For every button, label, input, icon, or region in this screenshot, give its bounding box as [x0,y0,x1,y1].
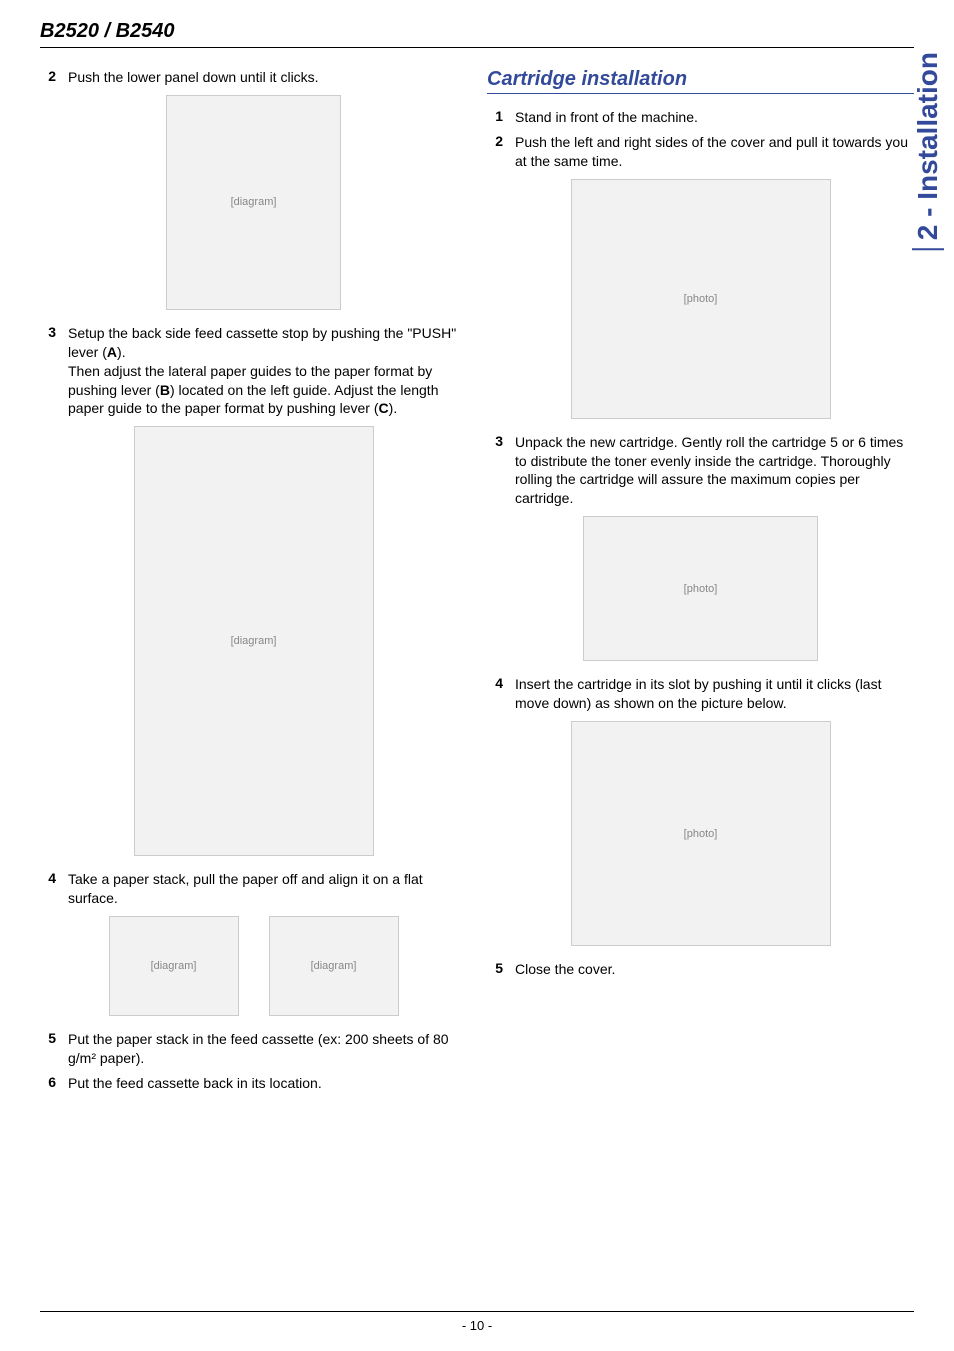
page: B2520 / B2540 2 - Installation 2 Push th… [0,0,954,1351]
step-r4: 4 Insert the cartridge in its slot by pu… [487,675,914,713]
step-text: Push the lower panel down until it click… [68,68,467,87]
lever-a: A [107,344,117,360]
right-column: Cartridge installation 1 Stand in front … [487,68,914,1099]
step-text: Close the cover. [515,960,914,979]
left-steps-cont: 3 Setup the back side feed cassette stop… [40,324,467,418]
figure-cassette-levers: [diagram] [40,426,467,856]
page-footer: - 10 - [40,1311,914,1333]
right-steps: 1 Stand in front of the machine. 2 Push … [487,108,914,171]
step-r2: 2 Push the left and right sides of the c… [487,133,914,171]
step-text: Put the feed cassette back in its locati… [68,1074,467,1093]
step-number: 1 [487,108,515,127]
step-text: Unpack the new cartridge. Gently roll th… [515,433,914,509]
figure-open-cover: [photo] [487,179,914,419]
step-6: 6 Put the feed cassette back in its loca… [40,1074,467,1093]
diagram-image: [diagram] [269,916,399,1016]
step-5: 5 Put the paper stack in the feed casset… [40,1030,467,1068]
figure-paper-stack: [diagram] [diagram] [40,916,467,1016]
step-r3: 3 Unpack the new cartridge. Gently roll … [487,433,914,509]
step-3: 3 Setup the back side feed cassette stop… [40,324,467,418]
diagram-image: [diagram] [109,916,239,1016]
figure-insert-cartridge: [photo] [487,721,914,946]
step-text: Push the left and right sides of the cov… [515,133,914,171]
step-r5: 5 Close the cover. [487,960,914,979]
text-frag: Setup the back side feed cassette stop b… [68,325,456,360]
step-number: 4 [40,870,68,908]
step-4: 4 Take a paper stack, pull the paper off… [40,870,467,908]
step-text: Setup the back side feed cassette stop b… [68,324,467,418]
left-steps: 2 Push the lower panel down until it cli… [40,68,467,87]
diagram-image: [diagram] [166,95,341,310]
step-text: Insert the cartridge in its slot by push… [515,675,914,713]
text-frag: ). [117,344,126,360]
step-number: 3 [487,433,515,509]
left-steps-cont3: 5 Put the paper stack in the feed casset… [40,1030,467,1093]
chapter-tab: 2 - Installation [912,48,944,250]
step-text: Stand in front of the machine. [515,108,914,127]
figure-lower-panel: [diagram] [40,95,467,310]
step-text: Put the paper stack in the feed cassette… [68,1030,467,1068]
step-2: 2 Push the lower panel down until it cli… [40,68,467,87]
photo-image: [photo] [571,179,831,419]
right-steps-4: 5 Close the cover. [487,960,914,979]
lever-c: C [379,400,389,416]
figure-roll-cartridge: [photo] [487,516,914,661]
step-number: 5 [487,960,515,979]
step-number: 6 [40,1074,68,1093]
step-number: 3 [40,324,68,418]
photo-image: [photo] [583,516,818,661]
diagram-image: [diagram] [134,426,374,856]
page-header: B2520 / B2540 [40,20,914,48]
photo-image: [photo] [571,721,831,946]
left-steps-cont2: 4 Take a paper stack, pull the paper off… [40,870,467,908]
step-number: 2 [40,68,68,87]
step-r1: 1 Stand in front of the machine. [487,108,914,127]
step-number: 5 [40,1030,68,1068]
right-steps-3: 4 Insert the cartridge in its slot by pu… [487,675,914,713]
step-number: 4 [487,675,515,713]
cartridge-title: Cartridge installation [487,68,914,94]
step-number: 2 [487,133,515,171]
content-columns: 2 Push the lower panel down until it cli… [40,68,914,1099]
right-steps-2: 3 Unpack the new cartridge. Gently roll … [487,433,914,509]
model-number: B2520 / B2540 [40,20,175,42]
left-column: 2 Push the lower panel down until it cli… [40,68,467,1099]
lever-b: B [160,382,170,398]
text-frag: ). [389,400,398,416]
step-text: Take a paper stack, pull the paper off a… [68,870,467,908]
page-number: - 10 - [462,1318,492,1333]
